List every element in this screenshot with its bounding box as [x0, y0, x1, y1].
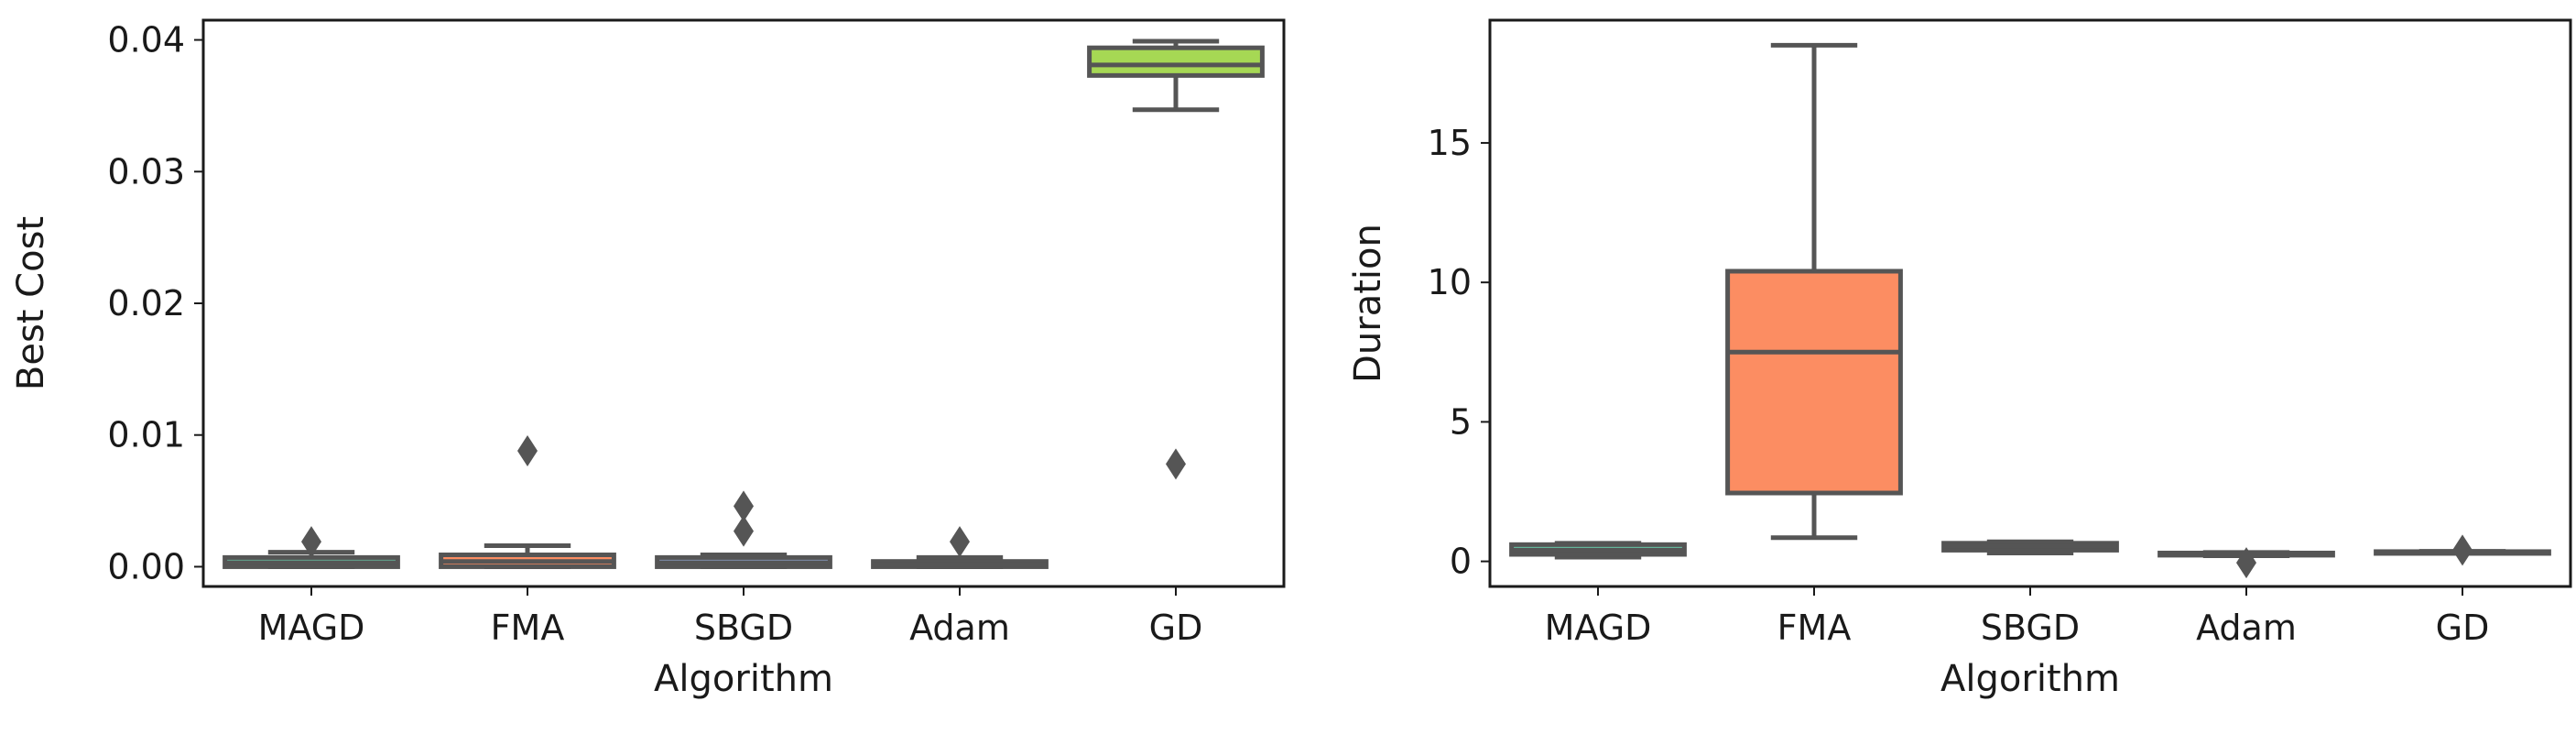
- axes-frame: [1488, 18, 2572, 588]
- box-fma: [439, 434, 616, 569]
- outlier-point: [2452, 534, 2473, 566]
- y-tick-label: 10: [1428, 262, 1472, 302]
- outlier-point: [950, 526, 970, 558]
- x-tick-label-magd: MAGD: [1545, 608, 1652, 648]
- x-axis-label: Algorithm: [654, 658, 833, 700]
- box-body: [1087, 45, 1265, 78]
- x-tick-label-fma: FMA: [491, 608, 565, 648]
- x-tick-label-gd: GD: [2436, 608, 2490, 648]
- chart-1: 0.00 0.01 0.02 0.03 0.04 MAGD FMA SBGD Adam GD Alg…: [10, 18, 1286, 700]
- x-axis-label: Algorithm: [1940, 658, 2120, 700]
- y-axis-label: Duration: [1347, 224, 1389, 383]
- box-body: [1725, 268, 1903, 496]
- outlier-point: [734, 515, 754, 547]
- outlier-point: [2236, 547, 2256, 579]
- y-tick-label: 0.00: [107, 546, 185, 586]
- axes-frame: [201, 18, 1286, 588]
- y-tick-label: 15: [1428, 123, 1472, 163]
- y-tick-label: 0.03: [107, 151, 185, 192]
- box-adam: [2158, 547, 2335, 579]
- y-tick-label: 0: [1450, 542, 1472, 582]
- y-tick-label: 5: [1450, 401, 1472, 442]
- x-tick-label-adam: Adam: [909, 608, 1010, 648]
- outlier-point: [1166, 448, 1186, 480]
- box-gd: [2374, 534, 2551, 566]
- outlier-point: [734, 490, 754, 522]
- box-sbgd: [1941, 539, 2119, 555]
- x-tick-label-sbgd: SBGD: [694, 608, 793, 648]
- x-tick-label-fma: FMA: [1777, 608, 1852, 648]
- y-tick-label: 0.01: [107, 415, 185, 455]
- box-gd: [1087, 38, 1265, 480]
- box-magd: [223, 526, 400, 569]
- box-sbgd: [655, 490, 832, 569]
- x-tick-label-magd: MAGD: [258, 608, 365, 648]
- outlier-point: [301, 526, 321, 558]
- box-adam: [871, 526, 1049, 569]
- chart-2: 0 5 10 15 MAGD FMA SBGD Adam GD Algorithm Duration: [1347, 18, 2572, 700]
- box-fma: [1725, 42, 1903, 541]
- box-magd: [1509, 541, 1687, 560]
- x-tick-label-sbgd: SBGD: [1981, 608, 2080, 648]
- outlier-point: [517, 434, 538, 466]
- y-axis-label: Best Cost: [10, 216, 52, 390]
- x-tick-label-adam: Adam: [2196, 608, 2297, 648]
- y-tick-label: 0.02: [107, 283, 185, 323]
- x-tick-label-gd: GD: [1149, 608, 1203, 648]
- y-tick-label: 0.04: [107, 20, 185, 60]
